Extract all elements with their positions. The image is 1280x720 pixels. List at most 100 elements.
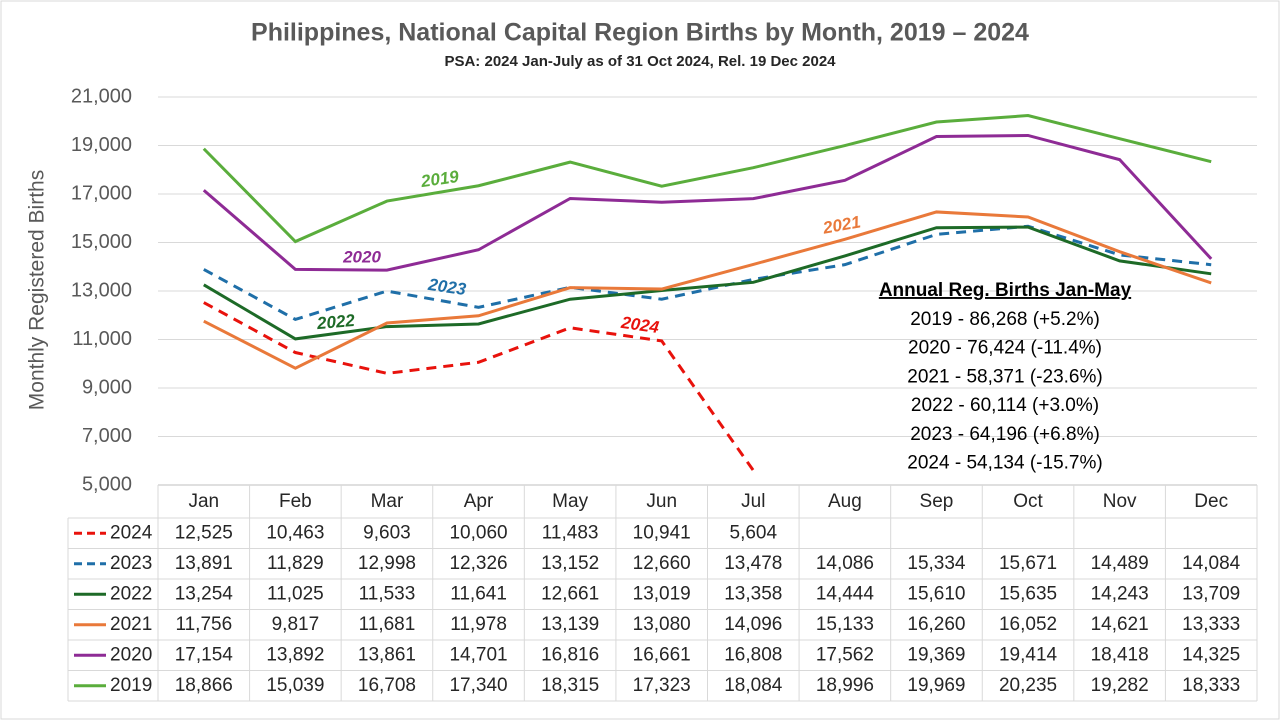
x-tick-label: Jan (188, 491, 219, 512)
table-cell: 16,708 (358, 675, 416, 696)
table-cell: 19,369 (907, 644, 965, 665)
table-cell: 15,039 (266, 675, 324, 696)
legend-label: 2024 (110, 522, 153, 543)
table-cell: 17,562 (816, 644, 874, 665)
table-cell: 16,661 (633, 644, 691, 665)
legend-label: 2021 (110, 614, 152, 635)
table-cell: 13,019 (633, 583, 691, 604)
series-label: 2020 (342, 247, 381, 266)
table-cell: 19,282 (1091, 675, 1149, 696)
annotation-line: 2021 - 58,371 (-23.6%) (907, 366, 1102, 387)
table-cell: 5,604 (730, 522, 778, 543)
series-line (203, 225, 1212, 341)
y-tick-label: 19,000 (71, 134, 132, 156)
table-cell: 15,610 (907, 583, 965, 604)
annotation-line: 2020 - 76,424 (-11.4%) (908, 338, 1102, 359)
x-tick-label: Jul (741, 491, 765, 512)
table-cell: 13,254 (175, 583, 234, 604)
table-cell: 14,489 (1091, 553, 1149, 574)
series-line (202, 114, 1212, 244)
table-cell: 11,025 (267, 583, 324, 604)
table-cell: 19,414 (999, 644, 1058, 665)
table-cell: 13,892 (266, 644, 324, 665)
table-cell: 17,340 (449, 675, 507, 696)
table-cell: 13,861 (358, 644, 416, 665)
table-cell: 16,808 (724, 644, 782, 665)
table-cell: 18,866 (175, 675, 233, 696)
table-cell: 13,080 (633, 614, 691, 635)
table-cell: 18,333 (1182, 675, 1240, 696)
table-cell: 13,139 (541, 614, 599, 635)
table-cell: 13,709 (1182, 583, 1240, 604)
table-cell: 13,152 (541, 553, 599, 574)
table-cell: 12,525 (175, 522, 233, 543)
y-tick-label: 9,000 (82, 376, 132, 398)
series-label: 2022 (315, 311, 356, 333)
table-cell: 15,133 (816, 614, 874, 635)
y-tick-label: 5,000 (82, 473, 132, 495)
table-cell: 10,463 (266, 522, 324, 543)
legend-label: 2020 (110, 644, 152, 665)
table-cell: 15,635 (999, 583, 1057, 604)
table-cell: 11,641 (450, 583, 507, 604)
table-cell: 11,978 (450, 614, 507, 635)
table-cell: 13,891 (175, 553, 233, 574)
table-cell: 14,701 (449, 644, 507, 665)
table-cell: 13,478 (724, 553, 782, 574)
chart-subtitle: PSA: 2024 Jan-July as of 31 Oct 2024, Re… (444, 53, 836, 70)
y-tick-label: 21,000 (71, 85, 132, 107)
table-cell: 9,817 (272, 614, 320, 635)
table-cell: 18,418 (1091, 644, 1149, 665)
table-cell: 14,096 (724, 614, 782, 635)
table-cell: 13,358 (724, 583, 782, 604)
table-cell: 14,086 (816, 553, 874, 574)
x-tick-label: Nov (1103, 491, 1137, 512)
table-cell: 11,681 (359, 614, 416, 635)
table-cell: 11,483 (542, 522, 599, 543)
table-cell: 14,621 (1091, 614, 1149, 635)
series-line (203, 210, 1212, 370)
table-cell: 12,998 (358, 553, 416, 574)
table-cell: 15,334 (907, 553, 966, 574)
series-label: 2019 (419, 167, 461, 191)
table-cell: 17,323 (633, 675, 691, 696)
y-tick-label: 15,000 (71, 231, 132, 253)
table-cell: 15,671 (999, 553, 1057, 574)
table-cell: 18,996 (816, 675, 874, 696)
table-cell: 10,941 (633, 522, 691, 543)
legend-label: 2023 (110, 553, 152, 574)
annotation-title: Annual Reg. Births Jan-May (879, 280, 1132, 301)
table-cell: 12,326 (449, 553, 507, 574)
x-tick-label: Sep (920, 491, 954, 512)
y-axis-title: Monthly Registered Births (26, 170, 49, 410)
table-cell: 19,969 (907, 675, 965, 696)
table-cell: 12,660 (633, 553, 691, 574)
table-cell: 14,243 (1091, 583, 1149, 604)
x-tick-label: Apr (464, 491, 494, 512)
series-label: 2024 (619, 313, 661, 337)
annotation-line: 2023 - 64,196 (+6.8%) (910, 424, 1100, 445)
series-label: 2021 (821, 212, 863, 237)
series-line (203, 224, 1212, 322)
legend-label: 2022 (110, 583, 152, 604)
table-cell: 17,154 (175, 644, 234, 665)
table-cell: 14,084 (1182, 553, 1241, 574)
series-line (202, 133, 1213, 272)
table-cell: 14,444 (816, 583, 875, 604)
y-tick-label: 11,000 (72, 328, 132, 350)
table-cell: 14,325 (1182, 644, 1240, 665)
table-cell: 20,235 (999, 675, 1057, 696)
table-cell: 9,603 (363, 522, 411, 543)
table-cell: 16,260 (907, 614, 965, 635)
series-label: 2023 (426, 275, 468, 299)
x-tick-label: Jun (646, 491, 677, 512)
table-cell: 11,756 (175, 614, 232, 635)
table-cell: 10,060 (449, 522, 507, 543)
y-tick-label: 13,000 (71, 279, 132, 301)
y-tick-label: 7,000 (82, 425, 132, 447)
x-tick-label: Aug (828, 491, 862, 512)
y-tick-label: 17,000 (71, 182, 132, 204)
x-tick-label: Dec (1194, 491, 1228, 512)
